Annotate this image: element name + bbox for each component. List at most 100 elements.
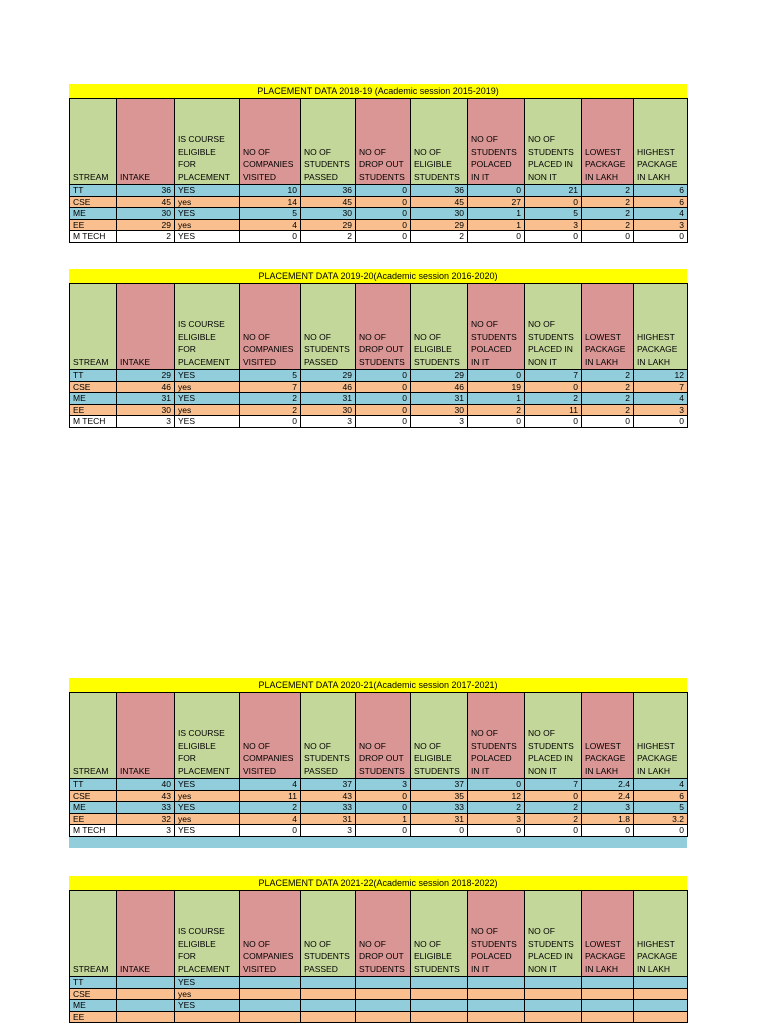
column-header: NO OF STUDENTS PLACED IN NON IT — [524, 692, 582, 779]
table-cell: 2 — [116, 230, 175, 243]
table-cell: CSE — [69, 380, 117, 393]
table-cell — [355, 987, 411, 1000]
table-cell: 3 — [524, 218, 582, 231]
placement-table-block: PLACEMENT DATA 2019-20(Academic session … — [69, 269, 688, 428]
table-cell: ME — [69, 999, 117, 1012]
table-cell: 0 — [355, 789, 411, 802]
table-cell: M TECH — [69, 824, 117, 837]
table-cell: 4 — [239, 778, 301, 791]
table-cell: 0 — [467, 824, 525, 837]
table-cell: 19 — [467, 380, 525, 393]
table-cell: 0 — [633, 824, 688, 837]
table-cell: 29 — [300, 218, 356, 231]
table-row: CSE 45 yes 14 45 0 45 27 0 2 6 — [69, 195, 688, 208]
table-cell: 27 — [467, 195, 525, 208]
table-cell: 3 — [116, 824, 175, 837]
table-cell: TT — [69, 369, 117, 382]
table-cell — [410, 987, 468, 1000]
table-cell — [581, 976, 634, 989]
column-header: HIGHEST PACKAGE IN LAKH — [633, 692, 688, 779]
column-header: IS COURSE ELIGIBLE FOR PLACEMENT — [174, 283, 240, 370]
table-cell — [300, 999, 356, 1012]
table-cell: 0 — [581, 824, 634, 837]
table-cell — [300, 976, 356, 989]
table-cell — [467, 976, 525, 989]
table-cell: 45 — [410, 195, 468, 208]
table-cell: 29 — [410, 218, 468, 231]
table-cell: 21 — [524, 184, 582, 197]
table-cell: 4 — [239, 218, 301, 231]
table-cell: YES — [174, 230, 240, 243]
table-cell — [524, 976, 582, 989]
table-cell — [116, 999, 175, 1012]
table-cell: 4 — [633, 207, 688, 220]
table-cell — [239, 987, 301, 1000]
table-header-row: STREAM INTAKE IS COURSE ELIGIBLE FOR PLACE… — [69, 98, 688, 185]
table-row: TT 40 YES 4 37 3 37 0 7 2.4 4 — [69, 778, 688, 791]
table-cell: 5 — [633, 801, 688, 814]
table-cell: 37 — [410, 778, 468, 791]
table-cell: 0 — [355, 380, 411, 393]
table-cell: TT — [69, 778, 117, 791]
table-row: M TECH 3 YES 0 3 0 0 0 0 0 0 — [69, 824, 688, 837]
table-cell: 3.2 — [633, 812, 688, 825]
placement-table-block: PLACEMENT DATA 2020-21(Academic session … — [69, 678, 688, 848]
table-cell — [581, 999, 634, 1012]
table-cell: 0 — [239, 230, 301, 243]
table-cell — [524, 999, 582, 1012]
table-cell: 30 — [300, 207, 356, 220]
table-cell: 33 — [116, 801, 175, 814]
table-cell: 0 — [524, 380, 582, 393]
table-cell: 0 — [355, 392, 411, 405]
table-cell: 30 — [300, 403, 356, 416]
table-title: PLACEMENT DATA 2020-21(Academic session … — [69, 678, 687, 692]
table-cell: 5 — [239, 369, 301, 382]
table-cell: 2 — [239, 403, 301, 416]
table-cell: 0 — [355, 403, 411, 416]
table-cell: 12 — [467, 789, 525, 802]
table-cell — [467, 1010, 525, 1023]
table-cell: 0 — [355, 184, 411, 197]
table-cell: 31 — [300, 392, 356, 405]
table-cell: 6 — [633, 789, 688, 802]
table-cell — [300, 987, 356, 1000]
table-cell — [467, 999, 525, 1012]
table-cell: 31 — [410, 392, 468, 405]
table-cell: 0 — [524, 195, 582, 208]
table-cell: 3 — [410, 415, 468, 428]
table-cell — [410, 1010, 468, 1023]
table-cell: yes — [174, 789, 240, 802]
column-header: NO OF COMPANIES VISITED — [239, 98, 301, 185]
table-cell: M TECH — [69, 415, 117, 428]
table-cell: 2 — [581, 392, 634, 405]
table-row: TT 29 YES 5 29 0 29 0 7 2 12 — [69, 369, 688, 382]
table-cell: 0 — [355, 195, 411, 208]
table-header-row: STREAM INTAKE IS COURSE ELIGIBLE FOR PLACE… — [69, 890, 688, 977]
table-cell: 3 — [633, 218, 688, 231]
column-header: NO OF ELIGIBLE STUDENTS — [410, 692, 468, 779]
table-cell: 45 — [300, 195, 356, 208]
table-cell: CSE — [69, 987, 117, 1000]
column-header: NO OF ELIGIBLE STUDENTS — [410, 98, 468, 185]
table-row: CSE 43 yes 11 43 0 35 12 0 2.4 6 — [69, 789, 688, 802]
table-cell: 4 — [239, 812, 301, 825]
table-cell: 29 — [116, 369, 175, 382]
table-cell: 3 — [116, 415, 175, 428]
table-cell — [239, 1010, 301, 1023]
table-cell: 0 — [524, 824, 582, 837]
table-title: PLACEMENT DATA 2018-19 (Academic session… — [69, 84, 687, 98]
table-cell: 30 — [410, 403, 468, 416]
column-header: INTAKE — [116, 692, 175, 779]
column-header: IS COURSE ELIGIBLE FOR PLACEMENT — [174, 98, 240, 185]
table-cell: 0 — [355, 824, 411, 837]
column-header: NO OF COMPANIES VISITED — [239, 283, 301, 370]
table-cell: 35 — [410, 789, 468, 802]
table-title: PLACEMENT DATA 2019-20(Academic session … — [69, 269, 687, 283]
table-cell: 0 — [355, 218, 411, 231]
table-cell: YES — [174, 415, 240, 428]
table-cell: YES — [174, 392, 240, 405]
table-cell: 2 — [581, 380, 634, 393]
table-cell: yes — [174, 987, 240, 1000]
table-row: TT 36 YES 10 36 0 36 0 21 2 6 — [69, 184, 688, 197]
table-cell: yes — [174, 218, 240, 231]
